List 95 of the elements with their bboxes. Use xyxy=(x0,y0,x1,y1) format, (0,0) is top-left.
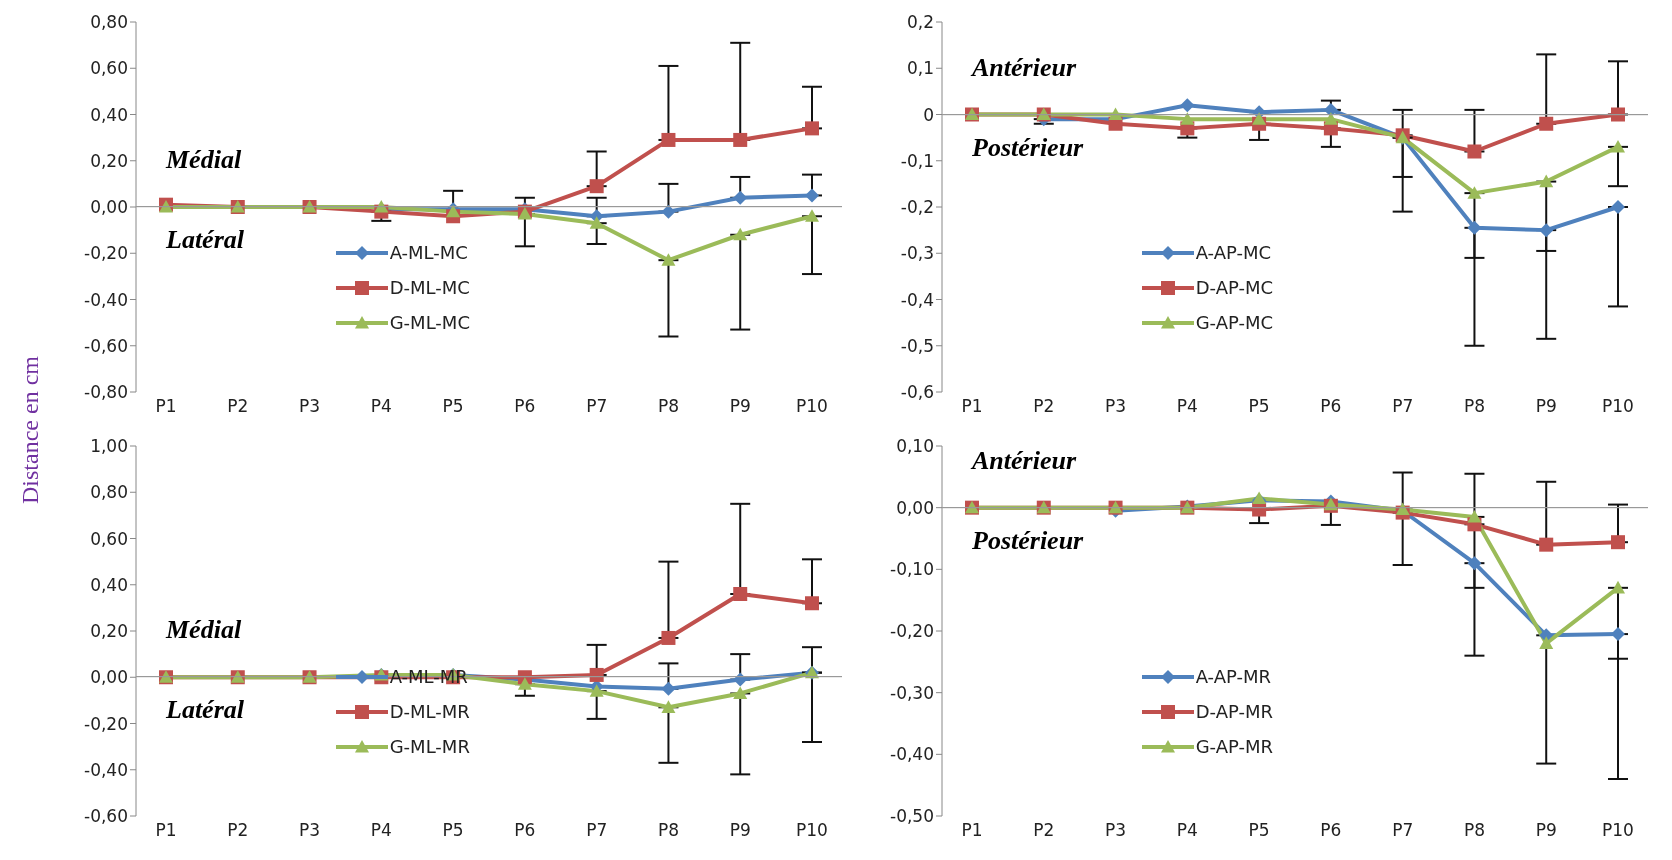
x-tick-label: P10 xyxy=(1602,396,1634,417)
legend-label: A-ML-MC xyxy=(389,242,468,263)
y-tick-label: -0,20 xyxy=(890,621,934,642)
x-tick-label: P5 xyxy=(442,396,464,417)
y-tick-label: -0,30 xyxy=(890,682,934,703)
y-tick-label: -0,3 xyxy=(900,243,934,264)
x-tick-label: P10 xyxy=(796,820,828,841)
legend-label: G-ML-MC xyxy=(389,312,470,333)
legend-label: A-AP-MR xyxy=(1195,666,1271,687)
x-tick-label: P6 xyxy=(1320,396,1342,417)
y-tick-label: 0,00 xyxy=(896,497,934,518)
x-tick-label: P5 xyxy=(1248,820,1270,841)
x-tick-label: P5 xyxy=(442,820,464,841)
x-tick-label: P6 xyxy=(514,396,536,417)
y-tick-label: 0,40 xyxy=(90,574,128,595)
y-tick-label: -0,6 xyxy=(900,382,934,403)
x-tick-label: P8 xyxy=(657,396,679,417)
x-tick-label: P4 xyxy=(370,820,392,841)
x-tick-label: P4 xyxy=(1176,396,1198,417)
y-tick-label: 0,60 xyxy=(90,58,128,79)
y-tick-label: -0,10 xyxy=(890,559,934,580)
legend-label: D-ML-MR xyxy=(389,701,470,722)
y-tick-label: 1,00 xyxy=(90,436,128,457)
x-tick-label: P1 xyxy=(961,820,983,841)
x-tick-label: P9 xyxy=(1535,396,1557,417)
legend-label: A-AP-MC xyxy=(1195,242,1272,263)
x-tick-label: P9 xyxy=(729,396,751,417)
x-tick-label: P3 xyxy=(299,396,321,417)
y-tick-label: -0,80 xyxy=(84,382,128,403)
legend-label: A-ML-MR xyxy=(389,666,468,687)
y-tick-label: 0,20 xyxy=(90,150,128,171)
y-tick-label: -0,60 xyxy=(84,335,128,356)
y-tick-label: 0 xyxy=(923,104,934,125)
annotation: Postérieur xyxy=(972,132,1084,163)
x-tick-label: P7 xyxy=(1392,396,1414,417)
y-tick-label: -0,20 xyxy=(84,713,128,734)
legend-label: G-AP-MR xyxy=(1195,736,1274,757)
y-tick-label: 0,00 xyxy=(90,667,128,688)
annotation: Médial xyxy=(166,145,242,175)
x-tick-label: P2 xyxy=(1033,396,1055,417)
y-tick-label: -0,40 xyxy=(84,289,128,310)
x-tick-label: P1 xyxy=(961,396,983,417)
x-tick-label: P8 xyxy=(1463,396,1485,417)
annotation: Latéral xyxy=(166,225,244,255)
legend-label: D-AP-MC xyxy=(1195,277,1273,298)
y-tick-label: -0,60 xyxy=(84,806,128,827)
y-tick-label: -0,5 xyxy=(900,335,934,356)
x-tick-label: P10 xyxy=(796,396,828,417)
annotation: Antérieur xyxy=(972,445,1077,476)
y-tick-label: -0,1 xyxy=(900,150,934,171)
x-tick-label: P9 xyxy=(729,820,751,841)
annotation: Médial xyxy=(166,615,242,646)
x-tick-label: P1 xyxy=(155,820,177,841)
x-tick-label: P6 xyxy=(514,820,536,841)
x-tick-label: P10 xyxy=(1602,820,1634,841)
y-tick-label: 0,10 xyxy=(896,436,934,457)
x-tick-label: P4 xyxy=(370,396,392,417)
x-tick-label: P3 xyxy=(1105,820,1127,841)
y-tick-label: 0,80 xyxy=(90,12,128,33)
y-tick-label: -0,2 xyxy=(900,197,934,218)
x-tick-label: P7 xyxy=(586,820,608,841)
x-tick-label: P2 xyxy=(1033,820,1055,841)
y-tick-label: 0,60 xyxy=(90,528,128,549)
y-tick-label: -0,50 xyxy=(890,806,934,827)
x-tick-label: P8 xyxy=(657,820,679,841)
y-tick-label: -0,40 xyxy=(84,759,128,780)
x-tick-label: P3 xyxy=(1105,396,1127,417)
x-tick-label: P3 xyxy=(299,820,321,841)
annotation: Latéral xyxy=(166,695,244,726)
y-axis-title: Distance en cm xyxy=(16,356,44,504)
annotation: Antérieur xyxy=(972,52,1077,83)
legend-label: D-ML-MC xyxy=(389,277,470,298)
legend-label: D-AP-MR xyxy=(1195,701,1273,722)
legend-label: G-AP-MC xyxy=(1195,312,1274,333)
x-tick-label: P4 xyxy=(1176,820,1198,841)
x-tick-label: P8 xyxy=(1463,820,1485,841)
x-tick-label: P1 xyxy=(155,396,177,417)
y-tick-label: -0,20 xyxy=(84,243,128,264)
y-tick-label: -0,40 xyxy=(890,744,934,765)
y-tick-label: 0,80 xyxy=(90,482,128,503)
annotation: Postérieur xyxy=(972,525,1084,556)
y-tick-label: 0,20 xyxy=(90,621,128,642)
x-tick-label: P2 xyxy=(227,820,249,841)
x-tick-label: P6 xyxy=(1320,820,1342,841)
y-tick-label: 0,2 xyxy=(906,12,934,33)
x-tick-label: P9 xyxy=(1535,820,1557,841)
x-tick-label: P7 xyxy=(1392,820,1414,841)
x-tick-label: P7 xyxy=(586,396,608,417)
legend-label: G-ML-MR xyxy=(389,736,470,757)
y-tick-label: 0,00 xyxy=(90,197,128,218)
y-tick-label: 0,40 xyxy=(90,104,128,125)
x-tick-label: P2 xyxy=(227,396,249,417)
y-tick-label: 0,1 xyxy=(906,58,934,79)
y-tick-label: -0,4 xyxy=(900,289,934,310)
x-tick-label: P5 xyxy=(1248,396,1270,417)
